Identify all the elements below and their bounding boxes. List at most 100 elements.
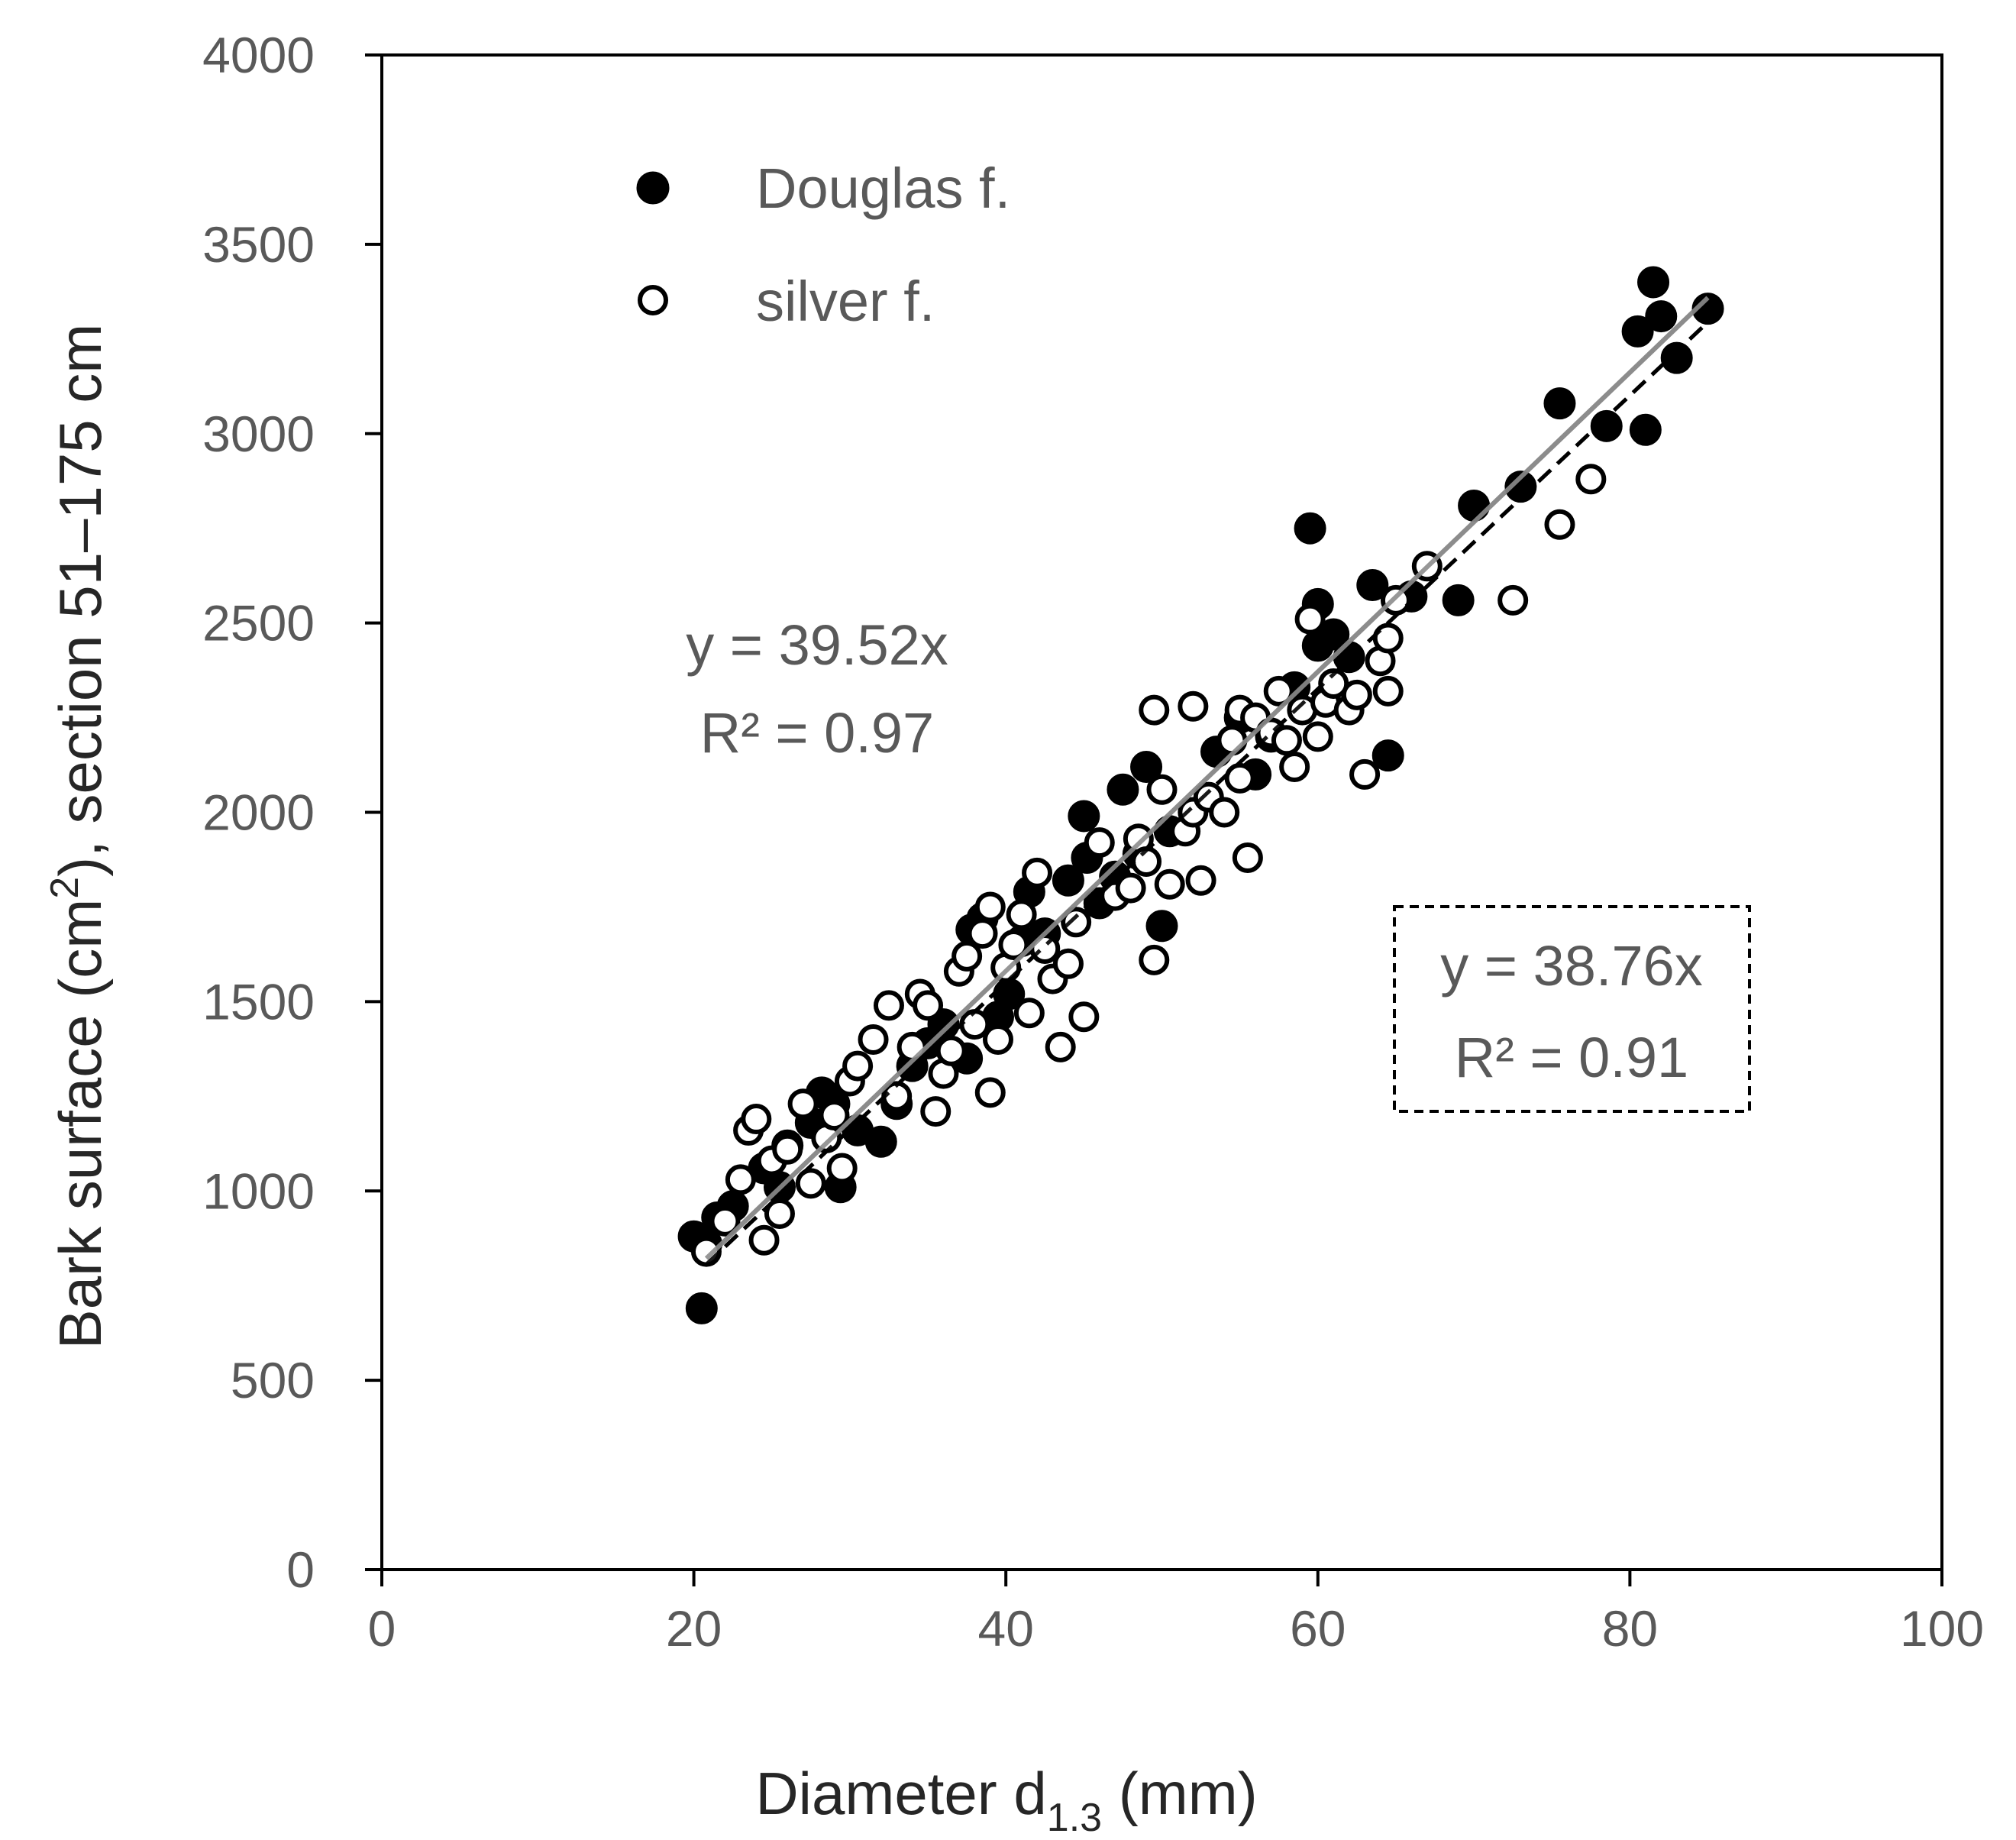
point-douglas xyxy=(1107,773,1139,806)
equation-douglas-line2: R² = 0.91 xyxy=(1455,1026,1688,1089)
x-axis-title-main: Diameter d xyxy=(755,1760,1046,1827)
point-silver xyxy=(858,1023,889,1055)
point-silver xyxy=(1068,1001,1100,1033)
point-silver xyxy=(1224,762,1255,794)
point-silver xyxy=(1139,944,1170,975)
y-axis-title-superscript: 2 xyxy=(43,877,87,899)
fit-line-overlay xyxy=(705,320,1710,1266)
equation-silver-line2: R² = 0.97 xyxy=(700,701,934,765)
point-silver xyxy=(1263,675,1294,707)
equation-silver: y = 39.52x R² = 0.97 xyxy=(686,613,948,765)
x-tick-label: 20 xyxy=(666,1600,722,1657)
y-tick-label: 0 xyxy=(286,1541,315,1598)
point-douglas xyxy=(1130,751,1163,784)
equation-douglas: y = 38.76x R² = 0.91 xyxy=(1393,905,1751,1113)
point-silver xyxy=(1052,948,1084,979)
point-douglas xyxy=(864,1125,897,1158)
point-silver xyxy=(1084,827,1115,859)
point-silver xyxy=(772,1133,803,1165)
y-tick-label: 1000 xyxy=(202,1163,315,1219)
point-silver xyxy=(998,930,1029,961)
data-points xyxy=(677,266,1724,1324)
point-douglas xyxy=(1371,739,1404,772)
point-silver xyxy=(1045,1031,1076,1062)
point-silver xyxy=(982,1023,1013,1055)
point-silver xyxy=(1146,774,1178,805)
point-douglas xyxy=(1068,800,1100,833)
point-silver xyxy=(967,918,998,949)
point-silver xyxy=(725,1164,756,1195)
legend-marker-douglas xyxy=(636,171,670,205)
point-silver xyxy=(826,1153,858,1184)
x-tick-label: 0 xyxy=(368,1600,396,1657)
legend: Douglas f. silver f. xyxy=(636,157,1010,333)
point-douglas xyxy=(1629,413,1662,446)
point-silver xyxy=(1279,752,1310,783)
point-silver xyxy=(1185,865,1216,896)
equation-silver-line1: y = 39.52x xyxy=(686,613,948,677)
point-douglas xyxy=(1317,618,1350,651)
point-douglas xyxy=(1145,910,1178,943)
point-silver xyxy=(1115,872,1146,904)
y-axis-title-post: ), section 51–175 cm xyxy=(47,324,114,877)
y-tick-label: 2000 xyxy=(202,784,315,841)
x-tick-label: 40 xyxy=(977,1600,1033,1657)
point-douglas xyxy=(1052,864,1084,897)
x-tick-label: 60 xyxy=(1290,1600,1346,1657)
legend-label-silver: silver f. xyxy=(756,270,935,333)
plot-area-frame xyxy=(380,53,1943,1571)
equation-douglas-line1: y = 38.76x xyxy=(1440,934,1703,998)
fit-line-overlay xyxy=(704,296,1710,1260)
x-tick-label: 100 xyxy=(1900,1600,1984,1657)
x-axis-title: Diameter d1.3 (mm) xyxy=(755,1760,1257,1840)
point-silver xyxy=(764,1198,795,1229)
point-silver xyxy=(1497,584,1529,616)
point-silver xyxy=(795,1168,826,1199)
point-silver xyxy=(1341,679,1372,710)
point-silver xyxy=(974,891,1006,923)
point-silver xyxy=(1318,668,1349,699)
point-silver xyxy=(1006,899,1037,930)
y-tick-label: 2500 xyxy=(202,595,315,652)
point-silver xyxy=(1294,603,1326,635)
point-silver xyxy=(748,1224,780,1256)
point-silver xyxy=(1013,998,1045,1029)
point-silver xyxy=(1232,842,1263,873)
point-silver xyxy=(1209,797,1240,828)
point-silver xyxy=(959,1009,990,1040)
y-axis-title-pre: Bark surface (cm xyxy=(47,899,114,1349)
x-axis-title-unit: (mm) xyxy=(1102,1760,1258,1827)
x-tick-label: 80 xyxy=(1602,1600,1658,1657)
point-douglas xyxy=(1294,512,1326,545)
y-tick-label: 3500 xyxy=(202,216,315,273)
point-silver xyxy=(1349,758,1381,790)
point-douglas xyxy=(1660,341,1693,374)
point-silver xyxy=(1216,725,1248,756)
point-silver xyxy=(819,1100,850,1131)
point-douglas xyxy=(1590,409,1623,442)
y-tick-label: 500 xyxy=(231,1352,315,1408)
point-silver xyxy=(1544,509,1575,540)
point-silver xyxy=(787,1088,819,1120)
point-silver xyxy=(913,990,944,1021)
point-douglas xyxy=(1621,315,1654,348)
y-tick-label: 1500 xyxy=(202,973,315,1030)
y-tick-label: 3000 xyxy=(202,406,315,462)
point-silver xyxy=(873,990,904,1021)
point-silver xyxy=(1271,725,1302,756)
axes xyxy=(380,53,1943,1571)
point-silver xyxy=(1372,675,1404,707)
point-silver xyxy=(741,1104,772,1135)
point-silver xyxy=(1302,721,1333,752)
point-silver xyxy=(1022,857,1053,888)
legend-label-douglas: Douglas f. xyxy=(756,157,1010,220)
point-douglas xyxy=(685,1292,718,1324)
point-silver xyxy=(1178,690,1209,722)
point-douglas xyxy=(1543,387,1576,420)
ticks: 0 20 40 60 80 1000500100015002000250030003500… xyxy=(202,27,1984,1657)
point-silver xyxy=(709,1205,741,1237)
point-douglas xyxy=(1637,266,1670,299)
equation-douglas-box xyxy=(1393,905,1751,1113)
point-douglas xyxy=(1645,300,1678,333)
